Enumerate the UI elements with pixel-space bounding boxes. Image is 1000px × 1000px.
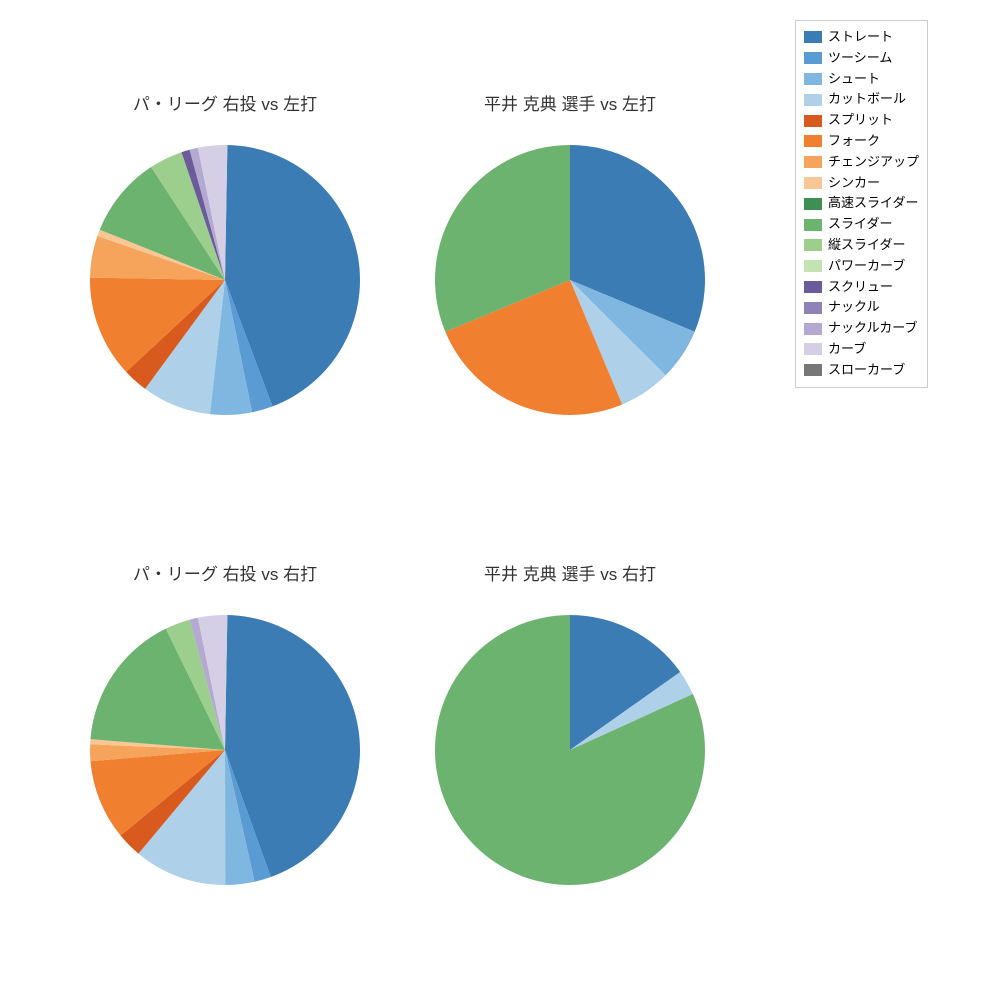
- legend-swatch: [804, 135, 822, 147]
- legend-label: 高速スライダー: [828, 193, 918, 214]
- pie-chart: [85, 140, 365, 420]
- legend-swatch: [804, 239, 822, 251]
- chart-title: 平井 克典 選手 vs 左打: [390, 90, 750, 115]
- legend-swatch: [804, 281, 822, 293]
- legend-item: スプリット: [804, 110, 919, 131]
- legend-swatch: [804, 364, 822, 376]
- legend-item: 高速スライダー: [804, 193, 919, 214]
- legend-label: スプリット: [828, 110, 893, 131]
- legend-label: カットボール: [828, 89, 906, 110]
- legend-item: チェンジアップ: [804, 152, 919, 173]
- legend-item: ナックルカーブ: [804, 318, 919, 339]
- legend-item: ツーシーム: [804, 48, 919, 69]
- legend-label: スローカーブ: [828, 360, 905, 381]
- pie-chart: [430, 140, 710, 420]
- legend-swatch: [804, 302, 822, 314]
- legend-label: ナックルカーブ: [828, 318, 917, 339]
- legend-swatch: [804, 73, 822, 85]
- legend-swatch: [804, 177, 822, 189]
- legend-label: フォーク: [828, 131, 880, 152]
- legend: ストレートツーシームシュートカットボールスプリットフォークチェンジアップシンカー…: [795, 20, 928, 388]
- legend-item: カーブ: [804, 339, 919, 360]
- legend-label: スクリュー: [828, 277, 893, 298]
- legend-label: ナックル: [828, 297, 880, 318]
- legend-label: ツーシーム: [828, 48, 892, 69]
- legend-item: ストレート: [804, 27, 919, 48]
- legend-swatch: [804, 343, 822, 355]
- legend-label: 縦スライダー: [828, 235, 905, 256]
- legend-item: シュート: [804, 69, 919, 90]
- legend-label: ストレート: [828, 27, 893, 48]
- legend-swatch: [804, 115, 822, 127]
- legend-label: シュート: [828, 69, 880, 90]
- legend-item: スクリュー: [804, 277, 919, 298]
- pie-chart: [430, 610, 710, 890]
- chart-title: 平井 克典 選手 vs 右打: [390, 560, 750, 585]
- legend-swatch: [804, 156, 822, 168]
- legend-swatch: [804, 219, 822, 231]
- legend-item: カットボール: [804, 89, 919, 110]
- legend-label: スライダー: [828, 214, 892, 235]
- legend-item: ナックル: [804, 297, 919, 318]
- legend-swatch: [804, 31, 822, 43]
- legend-swatch: [804, 260, 822, 272]
- legend-swatch: [804, 52, 822, 64]
- legend-swatch: [804, 94, 822, 106]
- legend-item: パワーカーブ: [804, 256, 919, 277]
- legend-label: パワーカーブ: [828, 256, 905, 277]
- chart-title: パ・リーグ 右投 vs 左打: [45, 90, 405, 115]
- legend-item: スローカーブ: [804, 360, 919, 381]
- legend-label: カーブ: [828, 339, 866, 360]
- legend-item: 縦スライダー: [804, 235, 919, 256]
- legend-label: シンカー: [828, 173, 880, 194]
- legend-item: シンカー: [804, 173, 919, 194]
- legend-label: チェンジアップ: [828, 152, 919, 173]
- chart-title: パ・リーグ 右投 vs 右打: [45, 560, 405, 585]
- pie-chart: [85, 610, 365, 890]
- legend-item: フォーク: [804, 131, 919, 152]
- legend-swatch: [804, 323, 822, 335]
- legend-item: スライダー: [804, 214, 919, 235]
- legend-swatch: [804, 198, 822, 210]
